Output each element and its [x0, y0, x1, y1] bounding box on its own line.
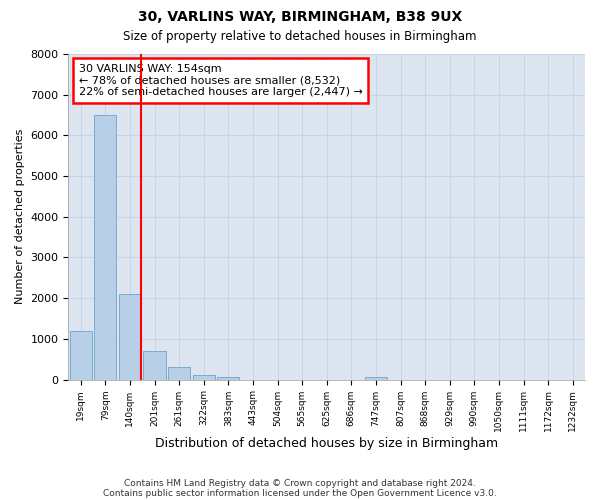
Bar	[94, 115, 116, 380]
Y-axis label: Number of detached properties: Number of detached properties	[15, 129, 25, 304]
Text: Contains public sector information licensed under the Open Government Licence v3: Contains public sector information licen…	[103, 488, 497, 498]
Bar	[168, 368, 190, 380]
Bar	[119, 294, 141, 380]
Text: 30 VARLINS WAY: 154sqm
← 78% of detached houses are smaller (8,532)
22% of semi-: 30 VARLINS WAY: 154sqm ← 78% of detached…	[79, 64, 362, 97]
Bar	[70, 331, 92, 380]
Bar	[217, 376, 239, 380]
X-axis label: Distribution of detached houses by size in Birmingham: Distribution of detached houses by size …	[155, 437, 498, 450]
Bar	[365, 378, 387, 380]
Text: 30, VARLINS WAY, BIRMINGHAM, B38 9UX: 30, VARLINS WAY, BIRMINGHAM, B38 9UX	[138, 10, 462, 24]
Bar	[193, 374, 215, 380]
Text: Size of property relative to detached houses in Birmingham: Size of property relative to detached ho…	[123, 30, 477, 43]
Bar	[143, 351, 166, 380]
Text: Contains HM Land Registry data © Crown copyright and database right 2024.: Contains HM Land Registry data © Crown c…	[124, 478, 476, 488]
